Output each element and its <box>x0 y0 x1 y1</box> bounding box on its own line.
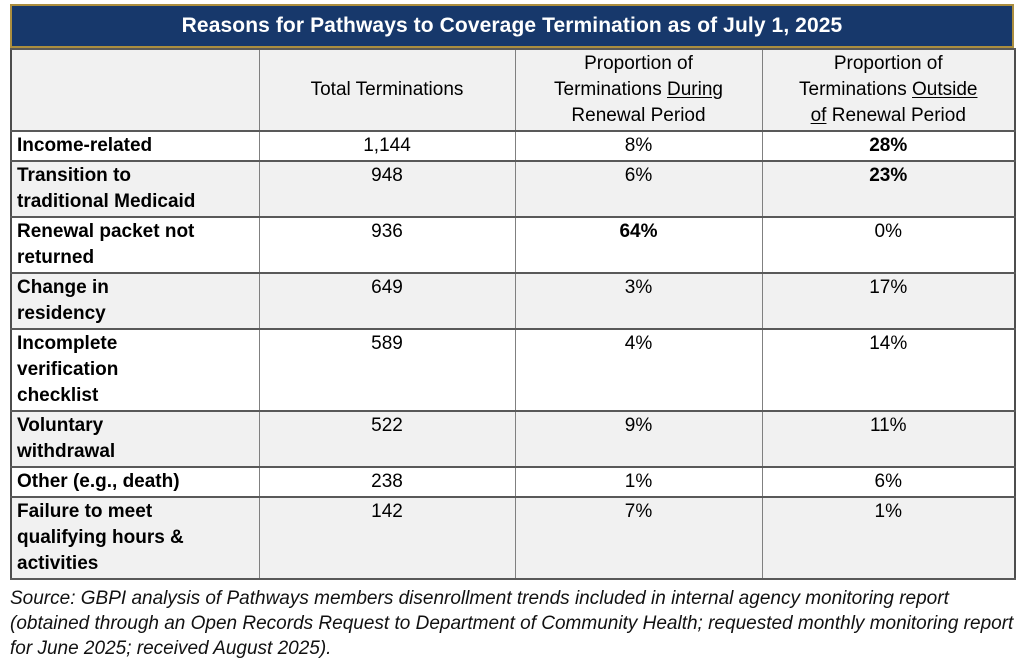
table-row-failure-qualifying-hours: Failure to meet qualifying hours & activ… <box>10 496 1016 580</box>
outside-renewal-value: 28% <box>761 130 1016 162</box>
row-label: Renewal packet not returned <box>10 216 260 274</box>
figure-title: Reasons for Pathways to Coverage Termina… <box>10 4 1014 48</box>
header-line: of Renewal Period <box>767 103 1011 129</box>
termination-reasons-table: Total Terminations Proportion of Terminat… <box>10 48 1016 580</box>
table-row-income-related: Income-related 1,144 8% 28% <box>10 130 1016 162</box>
row-label: Voluntary withdrawal <box>10 410 260 468</box>
header-text: Terminations <box>554 79 667 100</box>
outside-renewal-value: 6% <box>761 466 1016 498</box>
outside-renewal-value: 0% <box>761 216 1016 274</box>
total-terminations-value: 936 <box>258 216 516 274</box>
table-row-voluntary-withdrawal: Voluntary withdrawal 522 9% 11% <box>10 410 1016 468</box>
header-text: Renewal Period <box>826 105 966 126</box>
outside-renewal-value: 1% <box>761 496 1016 580</box>
total-terminations-value: 1,144 <box>258 130 516 162</box>
termination-reasons-figure: Reasons for Pathways to Coverage Termina… <box>10 4 1016 661</box>
table-row-other-death: Other (e.g., death) 238 1% 6% <box>10 466 1016 498</box>
header-line: Proportion of <box>833 53 943 74</box>
header-cell-during-renewal: Proportion of Terminations During Renewal … <box>514 48 763 132</box>
table-row-transition-medicaid: Transition to traditional Medicaid 948 6… <box>10 160 1016 218</box>
outside-renewal-value: 17% <box>761 272 1016 330</box>
during-renewal-value: 64% <box>514 216 763 274</box>
table-row-incomplete-verification: Incomplete verification checklist 589 4%… <box>10 328 1016 412</box>
during-renewal-value: 1% <box>514 466 763 498</box>
row-label: Incomplete verification checklist <box>10 328 260 412</box>
during-renewal-value: 8% <box>514 130 763 162</box>
table-row-change-in-residency: Change in residency 649 3% 17% <box>10 272 1016 330</box>
header-line: Terminations During <box>520 77 758 103</box>
outside-renewal-value: 14% <box>761 328 1016 412</box>
row-label: Failure to meet qualifying hours & activ… <box>10 496 260 580</box>
source-note: Source: GBPI analysis of Pathways member… <box>10 588 1014 659</box>
row-label: Other (e.g., death) <box>10 466 260 498</box>
row-label: Change in residency <box>10 272 260 330</box>
table-row-renewal-packet-not-returned: Renewal packet not returned 936 64% 0% <box>10 216 1016 274</box>
during-renewal-value: 3% <box>514 272 763 330</box>
underlined-word-during: During <box>667 79 723 100</box>
outside-renewal-value: 23% <box>761 160 1016 218</box>
row-label: Transition to traditional Medicaid <box>10 160 260 218</box>
header-line: Terminations Outside <box>767 77 1011 103</box>
header-line: Renewal Period <box>571 105 706 126</box>
total-terminations-value: 649 <box>258 272 516 330</box>
during-renewal-value: 6% <box>514 160 763 218</box>
row-label: Income-related <box>10 130 260 162</box>
during-renewal-value: 4% <box>514 328 763 412</box>
total-terminations-value: 948 <box>258 160 516 218</box>
total-terminations-value: 142 <box>258 496 516 580</box>
header-cell-reason <box>10 48 260 132</box>
underlined-word-of: of <box>810 105 827 126</box>
total-terminations-value: 238 <box>258 466 516 498</box>
header-cell-outside-renewal: Proportion of Terminations Outside of Rene… <box>761 48 1016 132</box>
during-renewal-value: 7% <box>514 496 763 580</box>
header-line: Proportion of <box>584 53 693 74</box>
underlined-word-outside: Outside <box>912 79 978 100</box>
outside-renewal-value: 11% <box>761 410 1016 468</box>
header-row: Total Terminations Proportion of Terminat… <box>10 48 1016 132</box>
header-cell-total-terminations: Total Terminations <box>258 48 516 132</box>
during-renewal-value: 9% <box>514 410 763 468</box>
header-text: Terminations <box>799 79 912 100</box>
total-terminations-value: 522 <box>258 410 516 468</box>
total-terminations-value: 589 <box>258 328 516 412</box>
